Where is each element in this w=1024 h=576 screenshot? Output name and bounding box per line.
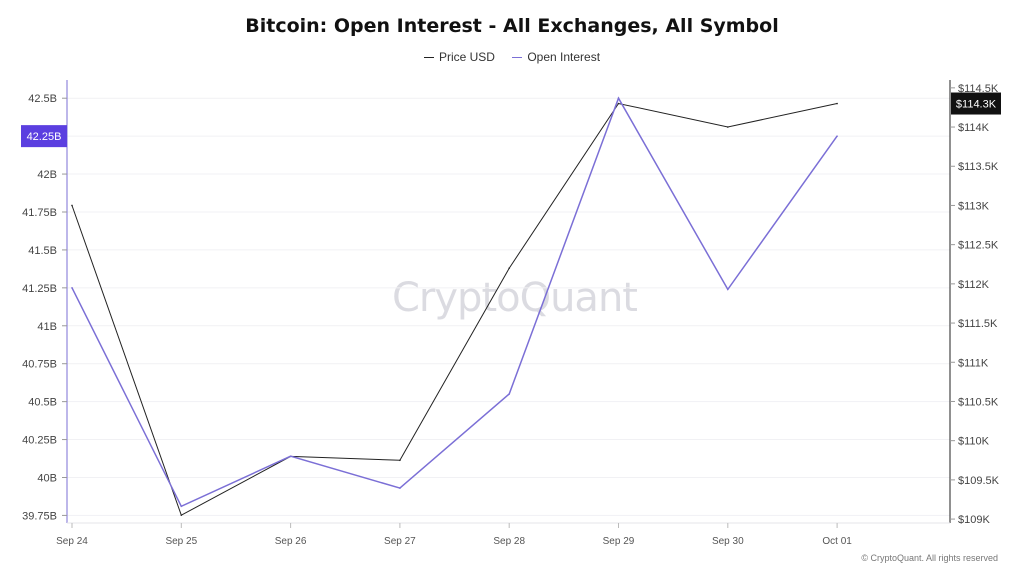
y-right-tick-label: $113K [958, 200, 990, 212]
y-left-tick-label: 42B [37, 169, 57, 181]
right-value-badge-label: $114.3K [956, 99, 997, 111]
data-point-price-usd [727, 126, 729, 128]
x-tick-label: Sep 30 [712, 536, 744, 547]
watermark: CryptoQuant [392, 275, 638, 321]
legend-label-open-interest: Open Interest [527, 50, 601, 64]
data-point-open-interest [508, 393, 511, 395]
data-point-open-interest [180, 505, 183, 508]
y-left-tick-label: 41.25B [22, 283, 57, 295]
data-point-price-usd [180, 514, 183, 516]
x-tick-label: Sep 28 [493, 536, 525, 547]
y-left-tick-label: 40.25B [22, 435, 57, 447]
y-right-tick-label: $109K [958, 514, 990, 526]
x-tick-label: Sep 27 [384, 536, 416, 547]
left-value-badge-label: 42.25B [27, 131, 62, 143]
y-left-tick-label: 41.75B [22, 207, 57, 219]
chart-legend: Price USD Open Interest [0, 50, 1024, 64]
right-value-badge [951, 92, 1001, 115]
y-right-tick-label: $112K [958, 279, 990, 291]
y-right-tick-label: $114.5K [958, 83, 999, 95]
data-point-open-interest [836, 135, 838, 137]
y-right-tick-label: $111.5K [958, 318, 998, 330]
y-right-tick-label: $111K [958, 357, 989, 369]
y-left-tick-label: 40.75B [22, 359, 57, 371]
data-point-open-interest [399, 487, 401, 489]
chart-title: Bitcoin: Open Interest - All Exchanges, … [245, 15, 779, 37]
x-tick-label: Sep 25 [165, 536, 197, 547]
data-point-open-interest [617, 97, 620, 100]
series-line-open-interest [71, 96, 838, 508]
legend-item-price[interactable]: Price USD [423, 50, 495, 64]
data-point-price-usd [399, 459, 401, 462]
series-line-price-usd [71, 102, 838, 516]
y-left-tick-label: 41B [37, 321, 57, 333]
data-point-open-interest [727, 288, 729, 291]
x-tick-label: Sep 29 [603, 536, 635, 547]
data-point-open-interest [289, 455, 292, 458]
data-point-price-usd [836, 102, 838, 105]
x-tick-label: Oct 01 [822, 536, 852, 547]
y-right-tick-label: $114K [958, 122, 990, 134]
legend-swatch-price [423, 57, 434, 59]
x-tick-label: Sep 26 [275, 536, 307, 547]
y-left-tick-label: 41.5B [28, 245, 57, 257]
y-right-tick-label: $113.5K [958, 161, 999, 173]
legend-swatch-open-interest [512, 57, 523, 59]
data-point-open-interest [71, 287, 73, 289]
y-left-tick-label: 40B [37, 472, 57, 484]
y-right-tick-label: $112.5K [958, 240, 999, 252]
y-right-tick-label: $109.5K [958, 475, 1000, 487]
copyright-notice: © CryptoQuant. All rights reserved [861, 553, 998, 563]
legend-item-open-interest[interactable]: Open Interest [512, 50, 600, 64]
data-point-price-usd [71, 204, 73, 207]
y-left-tick-label: 40.5B [28, 397, 57, 409]
legend-label-price: Price USD [438, 50, 495, 64]
y-right-tick-label: $110K [958, 436, 990, 448]
data-point-price-usd [617, 102, 620, 105]
left-value-badge [21, 125, 67, 148]
data-point-price-usd [508, 267, 511, 269]
y-left-tick-label: 42.5B [28, 93, 57, 105]
y-left-tick-label: 39.75B [22, 510, 57, 522]
x-tick-label: Sep 24 [56, 536, 88, 547]
y-right-tick-label: $110.5K [958, 396, 999, 408]
